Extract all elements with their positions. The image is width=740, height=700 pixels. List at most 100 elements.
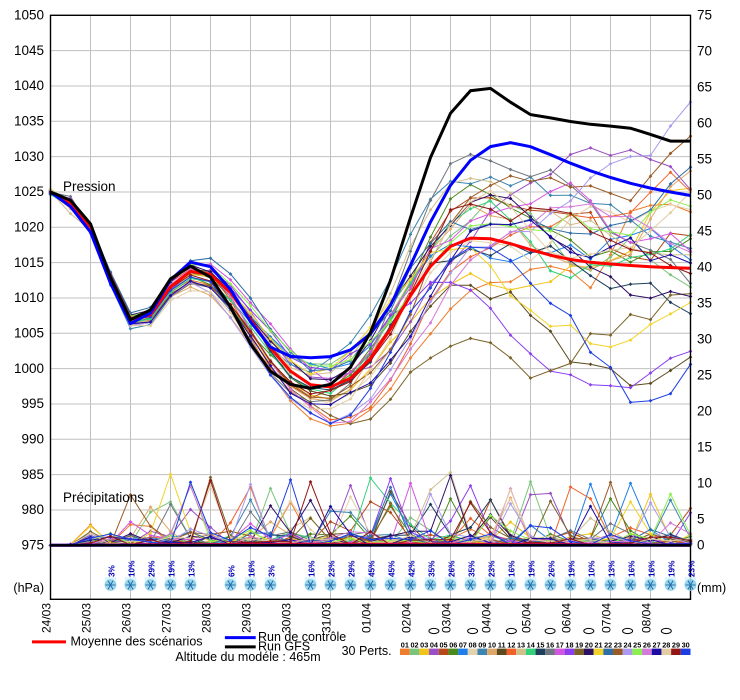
svg-text:13%: 13% xyxy=(608,560,617,577)
svg-text:23: 23 xyxy=(614,640,622,649)
svg-text:27/03: 27/03 xyxy=(160,603,174,633)
svg-text:17: 17 xyxy=(556,640,564,649)
svg-text:26: 26 xyxy=(643,640,651,649)
svg-text:19%: 19% xyxy=(568,560,577,577)
svg-text:3%: 3% xyxy=(108,564,117,577)
svg-text:14: 14 xyxy=(527,640,536,649)
svg-text:1035: 1035 xyxy=(14,114,44,129)
svg-text:16%: 16% xyxy=(628,560,637,577)
svg-text:23%: 23% xyxy=(688,560,697,577)
svg-text:(hPa): (hPa) xyxy=(13,581,44,595)
svg-text:29/03: 29/03 xyxy=(240,603,254,633)
svg-text:18: 18 xyxy=(565,640,573,649)
svg-text:16%: 16% xyxy=(508,560,517,577)
svg-text:20: 20 xyxy=(585,640,593,649)
svg-text:13: 13 xyxy=(517,640,525,649)
svg-text:1015: 1015 xyxy=(14,255,44,270)
svg-text:20: 20 xyxy=(697,404,712,419)
svg-text:09: 09 xyxy=(478,640,486,649)
svg-text:16%: 16% xyxy=(648,560,657,577)
svg-text:16: 16 xyxy=(546,640,554,649)
svg-text:70: 70 xyxy=(697,44,712,59)
svg-text:6%: 6% xyxy=(228,564,237,577)
svg-text:23%: 23% xyxy=(488,560,497,577)
svg-text:25: 25 xyxy=(633,640,641,649)
svg-text:1040: 1040 xyxy=(14,78,44,93)
svg-text:1010: 1010 xyxy=(14,290,44,305)
svg-text:07/04: 07/04 xyxy=(600,603,614,633)
svg-text:29: 29 xyxy=(672,640,680,649)
svg-text:55: 55 xyxy=(697,152,712,167)
svg-text:02: 02 xyxy=(410,640,418,649)
svg-text:45: 45 xyxy=(697,224,712,239)
svg-text:22: 22 xyxy=(604,640,612,649)
svg-text:990: 990 xyxy=(21,432,44,447)
svg-text:(mm): (mm) xyxy=(697,581,726,595)
svg-text:975: 975 xyxy=(21,538,44,553)
svg-text:10: 10 xyxy=(488,640,496,649)
svg-text:24: 24 xyxy=(623,640,632,649)
svg-text:1050: 1050 xyxy=(14,8,44,23)
svg-text:08: 08 xyxy=(469,640,477,649)
svg-text:75: 75 xyxy=(697,8,712,23)
svg-text:23%: 23% xyxy=(328,560,337,577)
svg-text:25/03: 25/03 xyxy=(80,603,94,633)
svg-text:Altitude du modéle : 465m: Altitude du modéle : 465m xyxy=(175,650,320,664)
svg-text:25: 25 xyxy=(697,368,712,383)
svg-text:3%: 3% xyxy=(268,564,277,577)
svg-text:1005: 1005 xyxy=(14,326,44,341)
svg-text:Pression: Pression xyxy=(63,179,116,194)
svg-text:19: 19 xyxy=(575,640,583,649)
svg-text:06: 06 xyxy=(449,640,457,649)
svg-text:45%: 45% xyxy=(388,560,397,577)
svg-text:04/04: 04/04 xyxy=(480,603,494,633)
svg-text:985: 985 xyxy=(21,467,44,482)
svg-text:01/04: 01/04 xyxy=(360,603,374,633)
svg-text:27: 27 xyxy=(653,640,661,649)
svg-text:10: 10 xyxy=(697,476,712,491)
svg-text:30: 30 xyxy=(697,332,712,347)
svg-text:15: 15 xyxy=(536,640,544,649)
svg-text:10%: 10% xyxy=(588,560,597,577)
svg-text:15: 15 xyxy=(697,440,712,455)
svg-text:24/03: 24/03 xyxy=(40,603,54,633)
svg-text:11: 11 xyxy=(498,640,506,649)
svg-text:19%: 19% xyxy=(168,560,177,577)
svg-text:02/04: 02/04 xyxy=(400,603,414,633)
svg-text:35%: 35% xyxy=(468,560,477,577)
svg-text:13%: 13% xyxy=(188,560,197,577)
svg-text:980: 980 xyxy=(21,502,44,517)
svg-text:35: 35 xyxy=(697,296,712,311)
svg-text:19%: 19% xyxy=(528,560,537,577)
svg-text:03/04: 03/04 xyxy=(440,603,454,633)
svg-text:29%: 29% xyxy=(348,560,357,577)
svg-text:0: 0 xyxy=(697,538,705,553)
svg-text:35%: 35% xyxy=(428,560,437,577)
svg-text:26/03: 26/03 xyxy=(120,603,134,633)
svg-text:1000: 1000 xyxy=(14,361,44,376)
svg-text:1025: 1025 xyxy=(14,184,44,199)
svg-text:05/04: 05/04 xyxy=(520,603,534,633)
svg-text:16%: 16% xyxy=(308,560,317,577)
svg-text:1020: 1020 xyxy=(14,220,44,235)
svg-text:12: 12 xyxy=(507,640,515,649)
svg-text:30: 30 xyxy=(682,640,690,649)
svg-text:08/04: 08/04 xyxy=(640,603,654,633)
svg-text:30 Perts.: 30 Perts. xyxy=(342,644,392,658)
svg-text:10%: 10% xyxy=(128,560,137,577)
svg-text:19%: 19% xyxy=(668,560,677,577)
svg-text:995: 995 xyxy=(21,396,44,411)
svg-text:1045: 1045 xyxy=(14,43,44,58)
svg-text:50: 50 xyxy=(697,188,712,203)
svg-text:Moyenne des scénarios: Moyenne des scénarios xyxy=(71,635,203,649)
svg-text:Précipitations: Précipitations xyxy=(63,490,144,505)
svg-text:01: 01 xyxy=(401,640,409,649)
svg-text:05: 05 xyxy=(440,640,448,649)
svg-text:65: 65 xyxy=(697,80,712,95)
svg-text:28: 28 xyxy=(662,640,670,649)
svg-text:29%: 29% xyxy=(148,560,157,577)
svg-text:06/04: 06/04 xyxy=(560,603,574,633)
svg-text:21: 21 xyxy=(594,640,602,649)
svg-text:28/03: 28/03 xyxy=(200,603,214,633)
svg-text:60: 60 xyxy=(697,116,712,131)
